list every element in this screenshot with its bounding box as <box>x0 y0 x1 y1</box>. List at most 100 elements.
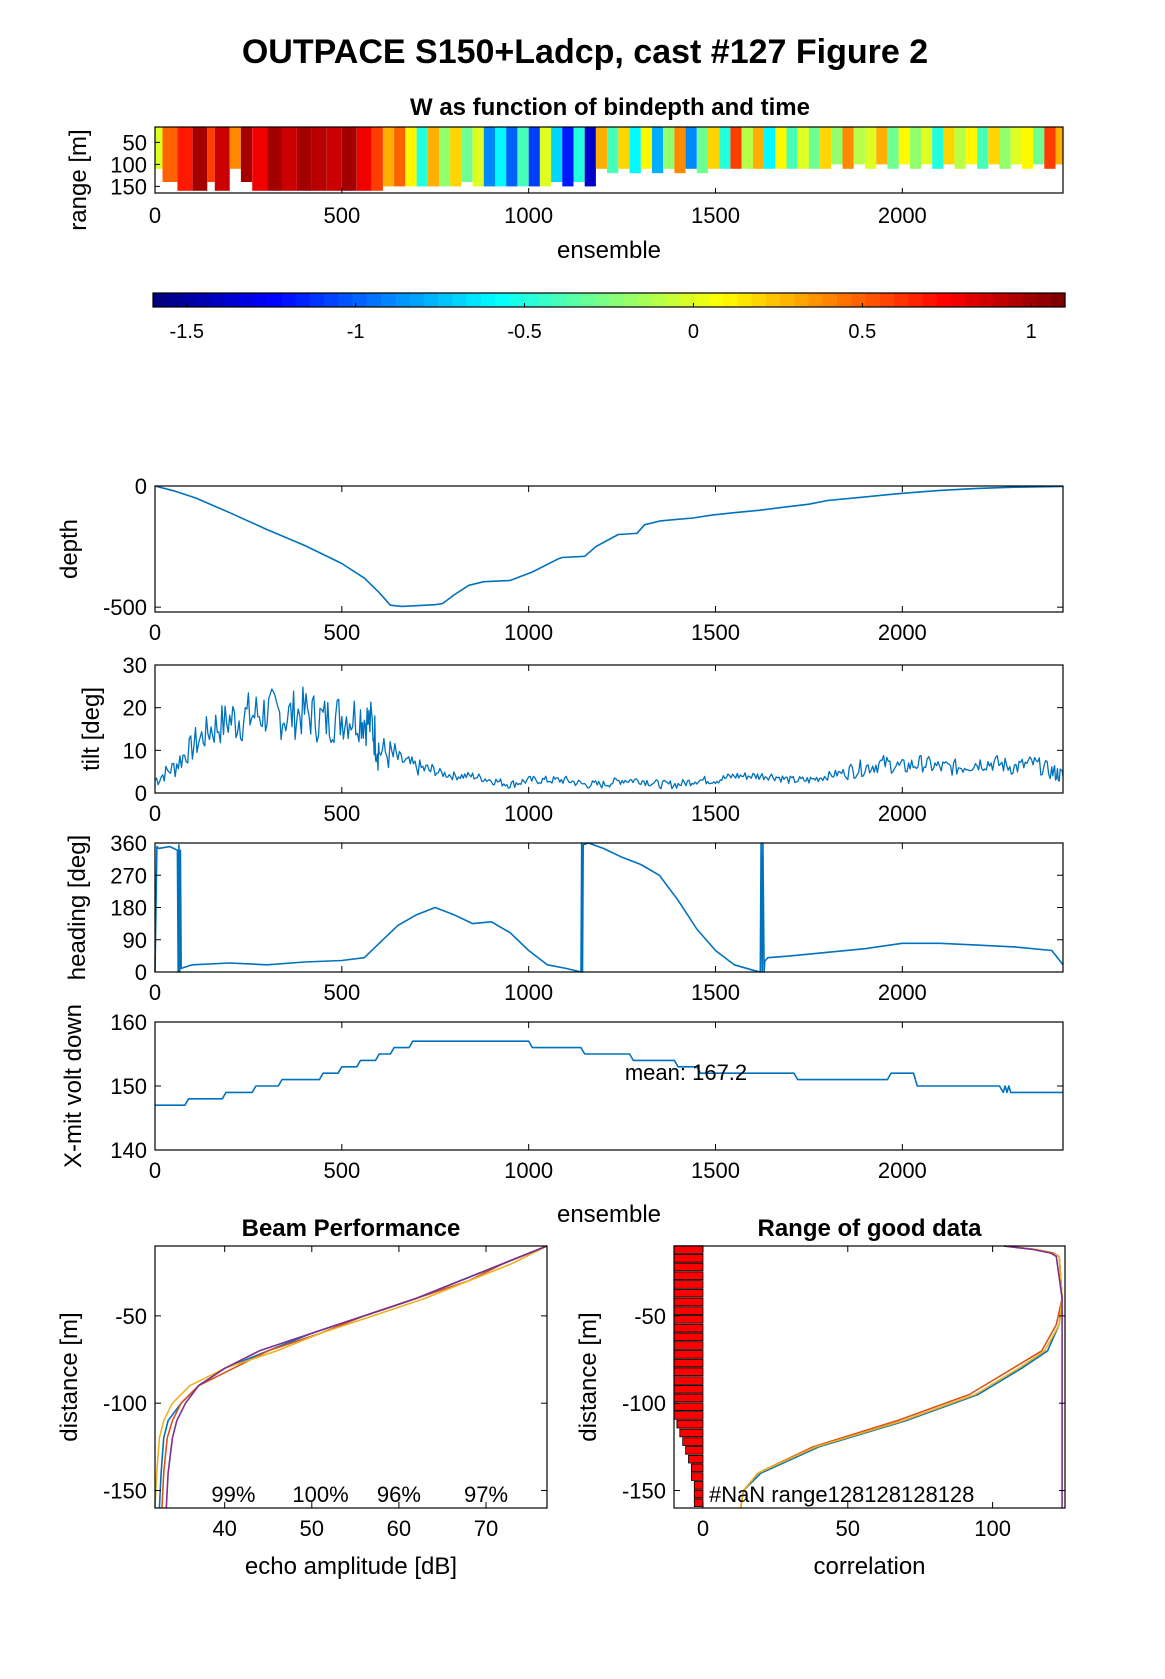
heading-plot-ytick-label: 360 <box>110 831 147 856</box>
heading-plot-xtick-label: 0 <box>149 980 161 1005</box>
tilt-plot-ytick-label: 0 <box>135 781 147 806</box>
wmap-xtick-label: 500 <box>323 203 360 228</box>
colorbar-swatch <box>708 293 724 307</box>
range-bar <box>673 1297 704 1307</box>
colorbar-swatch <box>537 293 553 307</box>
heading-plot: 0 500 1000 1500 2000 0 90 180 270 360 heading [deg… <box>64 831 1064 1005</box>
colorbar-swatch <box>324 293 339 307</box>
colorbar-swatch <box>723 293 738 307</box>
tilt-plot-ytick-label: 30 <box>123 653 147 678</box>
colorbar-swatch <box>438 293 453 307</box>
colorbar-swatch <box>737 293 753 307</box>
heatmap-cell <box>898 127 910 165</box>
heatmap-cell <box>719 127 731 169</box>
colorbar-swatch <box>366 293 382 307</box>
range-bar <box>673 1411 704 1420</box>
colorbar-tick-label: -1.5 <box>170 321 204 343</box>
range-bar <box>685 1446 704 1455</box>
heatmap-cell <box>752 127 765 169</box>
colorbar-swatch <box>167 293 183 307</box>
colorbar-swatch <box>566 293 582 307</box>
heatmap-cell <box>517 127 529 187</box>
depth-plot-xtick-label: 2000 <box>878 620 927 645</box>
colorbar-swatch <box>694 293 710 307</box>
heatmap-cell <box>909 127 921 169</box>
range-bar <box>673 1271 704 1281</box>
colorbar-tick-label: 0 <box>688 321 699 343</box>
colorbar-tick-label: 0.5 <box>848 321 876 343</box>
heatmap-cell <box>708 127 720 169</box>
heading-plot-ytick-label: 270 <box>110 863 147 888</box>
colorbar-swatch <box>822 293 838 307</box>
colorbar-swatch <box>837 293 852 307</box>
figure-title: OUTPACE S150+Ladcp, cast #127 Figure 2 <box>242 33 928 71</box>
colorbar-swatch <box>808 293 824 307</box>
tilt-plot-xtick-label: 500 <box>323 801 360 826</box>
heatmap-cell <box>887 127 899 169</box>
range-nan-annotation: #NaN range128128128128 <box>709 1482 974 1507</box>
colorbar-swatch <box>352 293 368 307</box>
beam-plot-xtick-label: 50 <box>300 1516 324 1541</box>
heatmap-cell <box>394 127 406 187</box>
colorbar-swatch <box>210 293 225 307</box>
heatmap-cell <box>311 127 327 191</box>
colorbar-swatch <box>238 293 254 307</box>
beam-plot-ytick-label: -100 <box>103 1391 147 1416</box>
range-bar <box>673 1262 704 1272</box>
colorbar-swatch <box>851 293 867 307</box>
colorbar-swatch <box>381 293 396 307</box>
colorbar-tick-label: 1 <box>1026 321 1037 343</box>
range-bar <box>673 1393 704 1403</box>
colorbar-swatch <box>951 293 966 307</box>
beam-plot-xtick-label: 60 <box>387 1516 411 1541</box>
range-plot-title: Range of good data <box>758 1215 983 1242</box>
heatmap-cell <box>1010 127 1022 165</box>
wmap-xtick-label: 0 <box>149 203 161 228</box>
volt-plot-xtick-label: 0 <box>149 1158 161 1183</box>
heatmap-cell <box>356 127 372 191</box>
range-bar <box>673 1254 704 1263</box>
heatmap-cell <box>842 127 854 169</box>
colorbar-swatch <box>936 293 952 307</box>
range-bar <box>693 1481 704 1490</box>
heatmap-cell <box>214 127 230 191</box>
tilt-plot-xtick-label: 0 <box>149 801 161 826</box>
colorbar-swatch <box>594 293 610 307</box>
colorbar-swatch <box>181 293 197 307</box>
tilt-plot-frame <box>154 664 1064 794</box>
range-series-line <box>739 1245 1063 1509</box>
heatmap-cell <box>954 127 966 169</box>
colorbar-tick-label: -0.5 <box>507 321 541 343</box>
range-bar <box>691 1463 704 1473</box>
range-bar <box>673 1367 704 1377</box>
heatmap-cell <box>652 127 664 174</box>
beam-plot-frame <box>154 1245 548 1509</box>
heatmap-cell <box>506 127 518 187</box>
heading-plot-ytick-label: 0 <box>135 960 147 985</box>
range-plot-xlabel: correlation <box>813 1553 925 1580</box>
colorbar-swatch <box>580 293 596 307</box>
range-plot-xtick-label: 50 <box>836 1516 860 1541</box>
volt-plot-ylabel: X-mit volt down <box>60 1004 87 1168</box>
colorbar-swatch <box>894 293 909 307</box>
volt-plot-ytick-label: 140 <box>110 1138 147 1163</box>
colorbar-swatch <box>637 293 653 307</box>
beam-plot-ytick-label: -150 <box>103 1479 147 1504</box>
colorbar-swatch <box>780 293 795 307</box>
heatmap-cell <box>461 127 473 182</box>
heatmap-cell <box>177 127 193 191</box>
range-bar <box>682 1437 704 1446</box>
colorbar-swatch <box>295 293 311 307</box>
heatmap-cell <box>865 127 877 169</box>
depth-plot-ytick-label: -500 <box>103 595 147 620</box>
range-bar <box>693 1489 704 1499</box>
colorbar-swatch <box>309 293 325 307</box>
heatmap-cell <box>207 127 215 182</box>
heatmap-cell <box>607 127 619 174</box>
colorbar-swatch <box>1050 293 1066 307</box>
heatmap-cell <box>472 127 484 187</box>
heading-plot-series-line <box>154 842 1064 973</box>
heatmap-cell <box>229 127 241 169</box>
colorbar-swatch <box>480 293 496 307</box>
